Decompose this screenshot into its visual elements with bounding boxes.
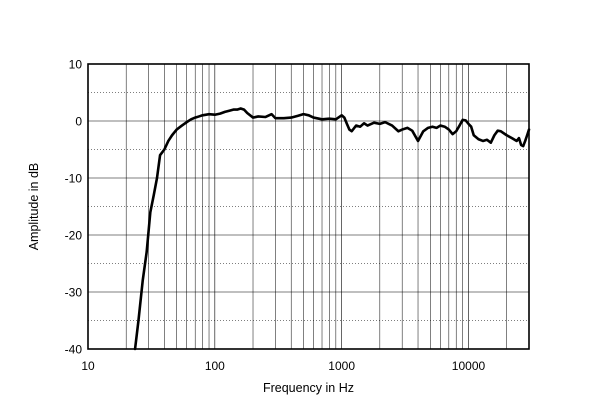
grid	[87, 63, 530, 350]
y-tick-label: -30	[65, 286, 83, 300]
x-tick-label: 10	[81, 359, 95, 373]
plot-frame	[87, 63, 530, 350]
x-tick-label: 100	[205, 359, 225, 373]
x-tick-label: 10000	[452, 359, 486, 373]
y-axis-label: Amplitude in dB	[27, 163, 41, 251]
y-tick-label: -20	[65, 229, 83, 243]
x-tick-labels: 10 100 1000 10000	[81, 359, 485, 373]
x-tick-label: 1000	[328, 359, 355, 373]
y-tick-label: 0	[75, 115, 82, 129]
y-tick-label: -10	[65, 172, 83, 186]
x-axis-label: Frequency in Hz	[263, 381, 354, 395]
response-curve	[133, 107, 531, 351]
y-tick-labels: 10 0 -10 -20 -30 -40	[65, 58, 83, 357]
y-tick-label: -40	[65, 343, 83, 357]
y-tick-label: 10	[69, 58, 83, 72]
